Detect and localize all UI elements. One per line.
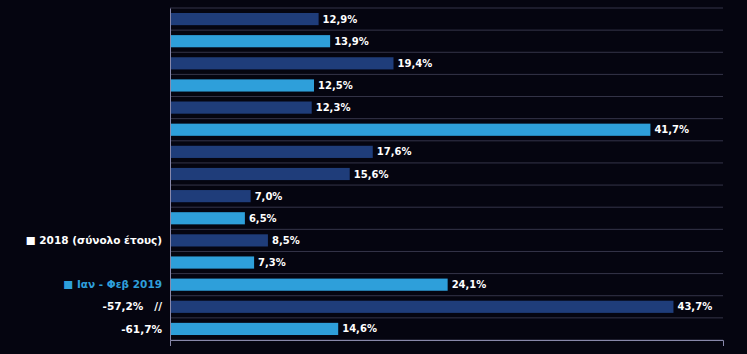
bar	[170, 35, 330, 47]
data-label: 12,5%	[318, 80, 353, 91]
bar	[170, 13, 319, 25]
annotation: ■ Ιαν - Φεβ 2019	[63, 278, 162, 290]
annotations: ■ 2018 (σύνολο έτους) ■ Ιαν - Φεβ 2019 -57…	[26, 234, 163, 335]
bar	[170, 234, 268, 246]
data-label: 24,1%	[452, 279, 487, 290]
row-separator	[170, 229, 723, 230]
annotation: ■ 2018 (σύνολο έτους)	[26, 234, 162, 246]
bar	[170, 256, 254, 268]
grid	[170, 8, 723, 340]
data-label: 12,3%	[316, 102, 351, 113]
data-label: 7,0%	[255, 191, 283, 202]
row-separator	[170, 8, 723, 9]
bar	[170, 124, 650, 136]
row-separator	[170, 140, 723, 141]
data-label: 7,3%	[258, 257, 286, 268]
row-separator	[170, 52, 723, 53]
row-separator	[170, 295, 723, 296]
chart: 12,9% 13,9% 19,4% 12,5% 12,3% 41,7% 17,6% 15,6%…	[0, 0, 747, 354]
data-label: 43,7%	[677, 301, 712, 312]
row-separator	[170, 96, 723, 97]
y-axis-line	[170, 9, 171, 341]
bar	[170, 57, 394, 69]
data-label: 41,7%	[654, 124, 689, 135]
bar	[170, 79, 314, 91]
bar	[170, 279, 448, 291]
row-separator	[170, 162, 723, 163]
row-separator	[170, 207, 723, 208]
bar	[170, 102, 312, 114]
bar	[170, 212, 245, 224]
bar	[170, 190, 251, 202]
data-label: 14,6%	[342, 323, 377, 334]
y-axis	[170, 9, 171, 341]
bar	[170, 146, 373, 158]
data-label: 6,5%	[249, 213, 277, 224]
x-axis	[171, 341, 724, 347]
data-label: 15,6%	[354, 169, 389, 180]
data-label: 8,5%	[272, 235, 300, 246]
data-labels: 12,9% 13,9% 19,4% 12,5% 12,3% 41,7% 17,6% 15,6%…	[249, 14, 712, 335]
row-separator	[170, 118, 723, 119]
data-label: 17,6%	[377, 146, 412, 157]
bar	[170, 168, 350, 180]
row-separator	[170, 74, 723, 75]
annotation: -57,2% //	[103, 300, 163, 312]
row-separator	[170, 317, 723, 318]
row-separator	[170, 30, 723, 31]
x-axis-line	[171, 341, 724, 347]
data-label: 12,9%	[323, 14, 358, 25]
row-separator	[170, 251, 723, 252]
bar	[170, 301, 673, 313]
row-separator	[170, 185, 723, 186]
bar	[170, 323, 338, 335]
plot: 12,9% 13,9% 19,4% 12,5% 12,3% 41,7% 17,6% 15,6%…	[26, 8, 724, 346]
annotation: -61,7%	[121, 323, 162, 335]
bars	[170, 13, 673, 335]
data-label: 19,4%	[398, 58, 433, 69]
row-separator	[170, 273, 723, 274]
data-label: 13,9%	[334, 36, 369, 47]
